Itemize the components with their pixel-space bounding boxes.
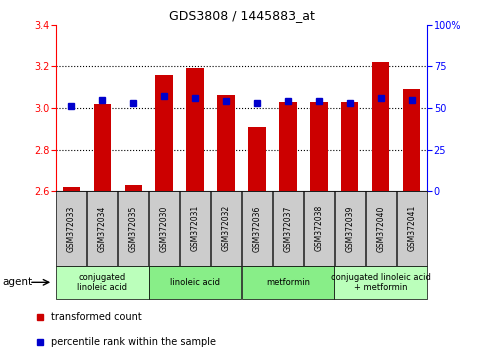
Bar [341, 102, 358, 191]
Text: GSM372032: GSM372032 [222, 205, 230, 251]
Bar [56, 191, 86, 266]
Text: metformin: metformin [266, 278, 310, 287]
Text: conjugated linoleic acid
+ metformin: conjugated linoleic acid + metformin [331, 273, 431, 292]
Text: transformed count: transformed count [51, 312, 142, 322]
Text: GSM372031: GSM372031 [190, 205, 199, 251]
Text: GSM372036: GSM372036 [253, 205, 261, 252]
Text: GSM372041: GSM372041 [408, 205, 416, 251]
Bar [372, 62, 389, 191]
Bar [311, 102, 327, 191]
Bar [149, 266, 242, 299]
Bar [56, 266, 149, 299]
Text: agent: agent [2, 277, 32, 287]
Text: conjugated
linoleic acid: conjugated linoleic acid [77, 273, 127, 292]
Bar [125, 185, 142, 191]
Text: GSM372033: GSM372033 [67, 205, 75, 252]
Bar [118, 191, 148, 266]
Bar [242, 266, 334, 299]
Bar [149, 191, 179, 266]
Bar [280, 102, 297, 191]
Bar [397, 191, 427, 266]
Bar [248, 127, 266, 191]
Text: GSM372030: GSM372030 [159, 205, 169, 252]
Bar [366, 191, 396, 266]
Text: linoleic acid: linoleic acid [170, 278, 220, 287]
Bar [62, 187, 80, 191]
Bar [273, 191, 303, 266]
Bar [403, 89, 421, 191]
Text: GSM372038: GSM372038 [314, 205, 324, 251]
Bar [180, 191, 210, 266]
Bar [304, 191, 334, 266]
Text: GSM372037: GSM372037 [284, 205, 293, 252]
Bar [335, 191, 365, 266]
Text: GDS3808 / 1445883_at: GDS3808 / 1445883_at [169, 9, 314, 22]
Bar [211, 191, 241, 266]
Bar [87, 191, 117, 266]
Text: percentile rank within the sample: percentile rank within the sample [51, 337, 216, 347]
Bar [186, 68, 203, 191]
Text: GSM372034: GSM372034 [98, 205, 107, 252]
Bar [156, 75, 172, 191]
Bar [217, 96, 235, 191]
Text: GSM372039: GSM372039 [345, 205, 355, 252]
Bar [94, 104, 111, 191]
Text: GSM372035: GSM372035 [128, 205, 138, 252]
Text: GSM372040: GSM372040 [376, 205, 385, 252]
Bar [242, 191, 272, 266]
Bar [334, 266, 427, 299]
